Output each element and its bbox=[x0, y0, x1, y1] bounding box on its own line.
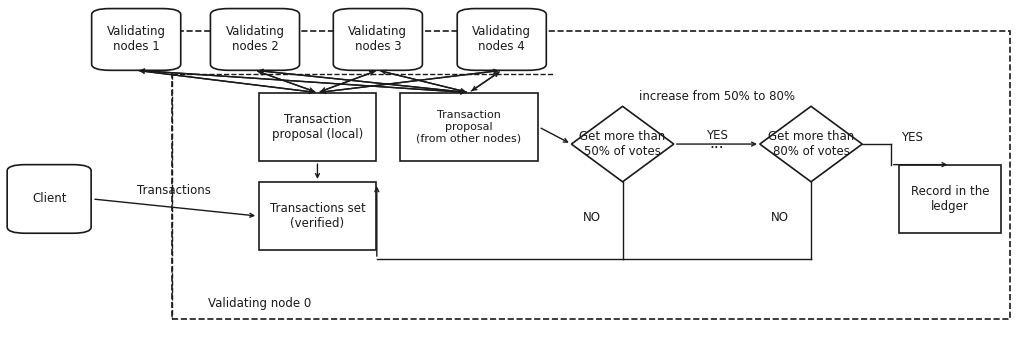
Text: Transactions set
(verified): Transactions set (verified) bbox=[269, 202, 366, 230]
Text: NO: NO bbox=[583, 211, 601, 224]
Bar bbox=[258, 93, 377, 161]
Text: Validating
nodes 2: Validating nodes 2 bbox=[225, 25, 285, 54]
Text: Get more than
50% of votes: Get more than 50% of votes bbox=[580, 130, 666, 158]
Bar bbox=[258, 182, 377, 250]
FancyBboxPatch shape bbox=[7, 165, 91, 233]
Bar bbox=[399, 93, 539, 161]
FancyBboxPatch shape bbox=[457, 9, 547, 70]
Text: increase from 50% to 80%: increase from 50% to 80% bbox=[639, 90, 795, 103]
Text: Validating
nodes 3: Validating nodes 3 bbox=[348, 25, 408, 54]
Text: YES: YES bbox=[901, 131, 923, 144]
Text: Transactions: Transactions bbox=[137, 184, 211, 197]
Text: Record in the
ledger: Record in the ledger bbox=[911, 185, 989, 213]
FancyBboxPatch shape bbox=[334, 9, 422, 70]
Text: Get more than
80% of votes: Get more than 80% of votes bbox=[768, 130, 854, 158]
Bar bbox=[172, 31, 1010, 319]
FancyBboxPatch shape bbox=[211, 9, 299, 70]
Text: Transaction
proposal (local): Transaction proposal (local) bbox=[271, 113, 364, 141]
Polygon shape bbox=[571, 106, 674, 182]
Text: Client: Client bbox=[32, 192, 67, 205]
Bar bbox=[899, 165, 1001, 233]
Polygon shape bbox=[760, 106, 862, 182]
FancyBboxPatch shape bbox=[92, 9, 180, 70]
Text: Validating node 0: Validating node 0 bbox=[208, 297, 311, 310]
Text: YES: YES bbox=[706, 129, 728, 142]
Text: Transaction
proposal
(from other nodes): Transaction proposal (from other nodes) bbox=[417, 110, 521, 143]
Text: Validating
nodes 4: Validating nodes 4 bbox=[472, 25, 531, 54]
Text: Validating
nodes 1: Validating nodes 1 bbox=[106, 25, 166, 54]
Text: NO: NO bbox=[771, 211, 790, 224]
Text: ...: ... bbox=[710, 136, 724, 151]
